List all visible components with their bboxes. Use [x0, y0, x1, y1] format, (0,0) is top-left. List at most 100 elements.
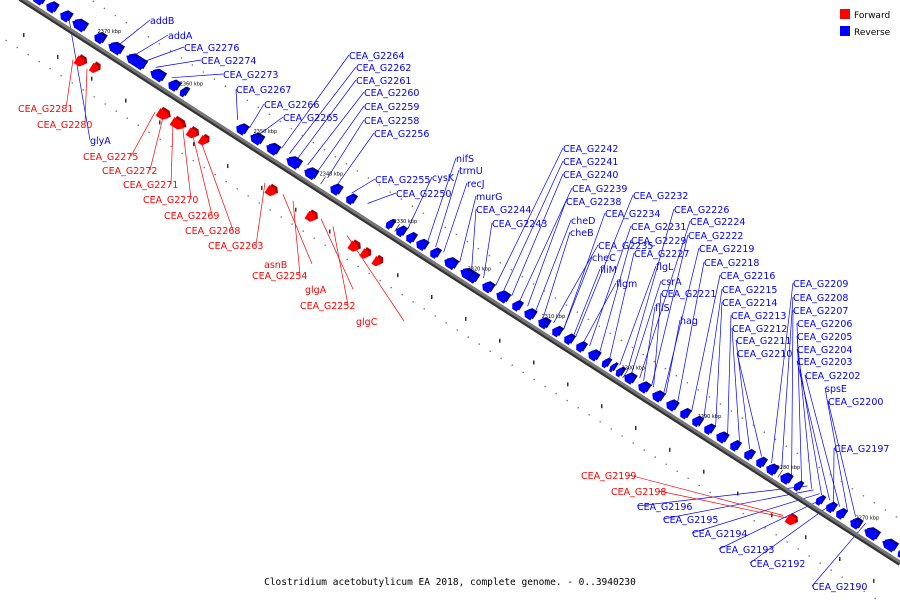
reverse-leader-line	[145, 46, 185, 62]
gene-arrow-face	[444, 258, 457, 271]
gene-arrow-face	[864, 528, 879, 541]
reverse-leader-line	[727, 314, 732, 435]
track-dot	[698, 484, 700, 487]
track-dot	[709, 491, 711, 494]
reverse-leader-line	[651, 234, 689, 386]
gene-arrow-face	[815, 496, 824, 506]
forward-leader-line	[658, 490, 788, 519]
reverse-leader-line	[535, 219, 572, 312]
reverse-leader-line	[427, 157, 457, 243]
track-dot	[467, 336, 470, 338]
gene-arrow-face	[730, 441, 740, 452]
gene-label-cea-g2271: CEA_G2271	[123, 180, 178, 191]
reverse-gene-arrow	[716, 431, 730, 444]
reverse-leader-line	[796, 322, 802, 483]
reverse-leader-line	[443, 182, 468, 253]
track-dot	[246, 99, 249, 102]
gene-label-cea-g2219: CEA_G2219	[699, 244, 754, 255]
track-dot	[664, 367, 667, 370]
track-dot	[213, 78, 216, 80]
track-dot	[620, 339, 623, 342]
reverse-leader-line	[527, 200, 567, 307]
track-dot	[775, 534, 777, 536]
forward-leader-line	[628, 474, 784, 516]
track-dot	[686, 382, 689, 384]
gene-label-cea-g2275: CEA_G2275	[83, 152, 138, 163]
reverse-leader-line	[249, 103, 265, 128]
track-dot	[258, 202, 261, 204]
track-dot	[851, 487, 854, 490]
track-dot	[532, 283, 535, 285]
reverse-gene-arrow	[482, 281, 496, 294]
reverse-leader-line	[643, 306, 656, 381]
reverse-gene-arrow	[744, 448, 757, 461]
gene-arrow-face	[406, 233, 416, 244]
track-dot	[807, 459, 810, 462]
track-dot	[818, 466, 821, 469]
gene-label-cea-g2205: CEA_G2205	[797, 332, 852, 343]
gene-label-glgc: glgC	[356, 317, 378, 328]
track-dot	[390, 286, 393, 289]
gene-arrow-face	[359, 248, 369, 259]
gene-label-cea-g2276: CEA_G2276	[184, 43, 239, 54]
reverse-gene-arrow	[601, 357, 613, 369]
track-dot	[455, 233, 458, 236]
track-dot	[797, 548, 799, 550]
track-dot	[301, 134, 304, 137]
reverse-gene-arrow	[250, 132, 266, 146]
forward-leader-line	[292, 200, 301, 276]
kbp-tick	[698, 419, 704, 427]
track-dot	[49, 67, 51, 70]
gene-label-glya: glyA	[90, 136, 111, 147]
track-dot	[203, 166, 205, 169]
gene-arrow-face	[624, 373, 636, 385]
gene-label-cea-g2256: CEA_G2256	[374, 129, 429, 140]
gene-label-cea-g2213: CEA_G2213	[731, 311, 786, 322]
gene-arrow-face	[576, 342, 586, 353]
gene-arrow-face	[652, 391, 664, 403]
forward-gene-arrow	[347, 239, 361, 252]
reverse-leader-line	[337, 132, 375, 185]
reverse-gene-arrow	[609, 362, 619, 373]
reverse-leader-line	[575, 194, 634, 338]
gene-arrow-face	[766, 464, 778, 476]
reverse-gene-arrow	[666, 399, 680, 412]
gene-label-cea-g2242: CEA_G2242	[563, 144, 618, 155]
kbp-tick	[622, 370, 628, 379]
track-dot	[708, 396, 711, 398]
track-dot	[587, 318, 590, 321]
gene-label-cea-g2269: CEA_G2269	[164, 211, 219, 222]
gene-label-cea-g2259: CEA_G2259	[364, 102, 419, 113]
reverse-leader-line	[459, 195, 477, 263]
gene-label-recj: recJ	[467, 179, 485, 190]
reverse-gene-arrow	[766, 463, 780, 476]
kbp-tick	[98, 33, 104, 42]
gene-label-cea-g2196: CEA_G2196	[637, 502, 692, 513]
gene-label-cea-g2208: CEA_G2208	[793, 293, 848, 304]
reverse-gene-arrow	[624, 372, 638, 385]
kbp-tick	[777, 469, 783, 478]
reverse-leader-line	[407, 176, 433, 230]
reverse-leader-line	[495, 147, 564, 286]
track-dot	[60, 75, 62, 77]
track-dot	[631, 346, 634, 349]
gene-arrow-face	[784, 514, 796, 526]
gene-label-murg: murG	[476, 192, 503, 203]
gene-label-spse: spsE	[825, 384, 847, 395]
gene-label-cea-g2238: CEA_G2238	[566, 197, 621, 208]
minor-ticks	[5, 0, 898, 600]
reverse-gene-arrow	[444, 257, 460, 271]
reverse-leader-line	[796, 348, 822, 496]
reverse-gene-arrow	[652, 390, 666, 403]
gene-arrow-face	[266, 144, 279, 156]
reverse-gene-arrow	[168, 79, 182, 92]
reverse-leader-line	[599, 239, 632, 353]
gene-arrow-face	[330, 184, 342, 196]
track-dot	[137, 124, 139, 126]
reverse-gene-arrow	[615, 366, 627, 378]
forward-leader-line	[170, 123, 174, 185]
track-dot	[422, 212, 425, 215]
forward-leader-line	[255, 182, 266, 246]
gene-label-cea-g2260: CEA_G2260	[364, 88, 419, 99]
gene-label-trmu: trmU	[459, 166, 483, 177]
